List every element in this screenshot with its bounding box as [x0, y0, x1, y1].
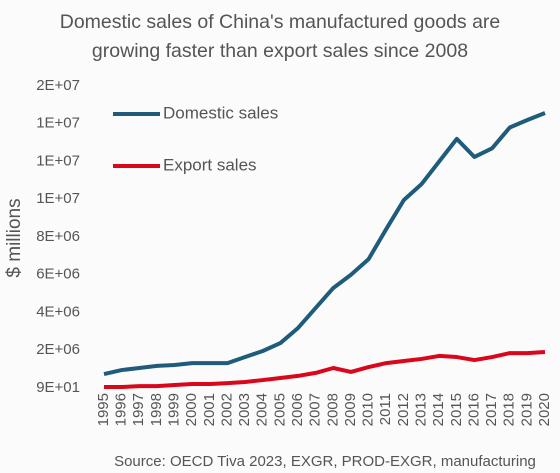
- x-tick-label: 2006: [289, 393, 306, 426]
- y-tick-label: 1E+07: [36, 152, 80, 169]
- x-tick-label: 2013: [412, 393, 429, 426]
- x-tick-label: 2007: [307, 393, 324, 426]
- x-tick-label: 1995: [95, 393, 112, 426]
- y-tick-label: 2E+06: [36, 341, 80, 358]
- y-tick-label: 4E+06: [36, 303, 80, 320]
- source-note: Source: OECD Tiva 2023, EXGR, PROD-EXGR,…: [114, 453, 536, 470]
- legend-label: Export sales: [163, 155, 257, 174]
- x-tick-label: 2003: [236, 393, 253, 426]
- x-tick-label: 2012: [395, 393, 412, 426]
- x-tick-label: 2011: [377, 393, 394, 425]
- x-tick-label: 1996: [113, 393, 130, 426]
- y-tick-label: 2E+07: [36, 77, 80, 94]
- y-tick-label: 9E+01: [36, 379, 80, 396]
- x-tick-label: 2014: [430, 393, 447, 426]
- x-tick-label: 2008: [324, 393, 341, 426]
- legend-label: Domestic sales: [163, 103, 278, 122]
- y-tick-label: 1E+07: [36, 115, 80, 132]
- x-tick-label: 2020: [536, 393, 553, 426]
- x-tick-label: 2017: [483, 393, 500, 426]
- x-tick-label: 2000: [183, 393, 200, 426]
- x-tick-label: 2001: [201, 393, 218, 426]
- x-tick-label: 2004: [254, 393, 271, 426]
- x-tick-label: 2009: [342, 393, 359, 426]
- x-tick-label: 2010: [360, 393, 377, 426]
- x-tick-label: 2002: [218, 393, 235, 426]
- y-axis-label: $ millions: [4, 198, 25, 277]
- data-line: [103, 111, 546, 376]
- data-line: [104, 349, 546, 390]
- x-tick-label: 2016: [465, 393, 482, 426]
- x-tick-label: 2005: [271, 393, 288, 426]
- x-tick-label: 1999: [166, 393, 183, 426]
- x-tick-label: 2019: [518, 393, 535, 426]
- x-tick-label: 2015: [448, 393, 465, 426]
- x-tick-label: 1997: [130, 393, 147, 426]
- x-tick-label: 1998: [148, 393, 165, 426]
- x-tick-label: 2018: [501, 393, 518, 426]
- y-tick-label: 6E+06: [36, 266, 80, 283]
- chart-title: Domestic sales of China's manufactured g…: [59, 11, 501, 62]
- y-tick-label: 8E+06: [36, 228, 80, 245]
- y-tick-label: 1E+07: [36, 190, 80, 207]
